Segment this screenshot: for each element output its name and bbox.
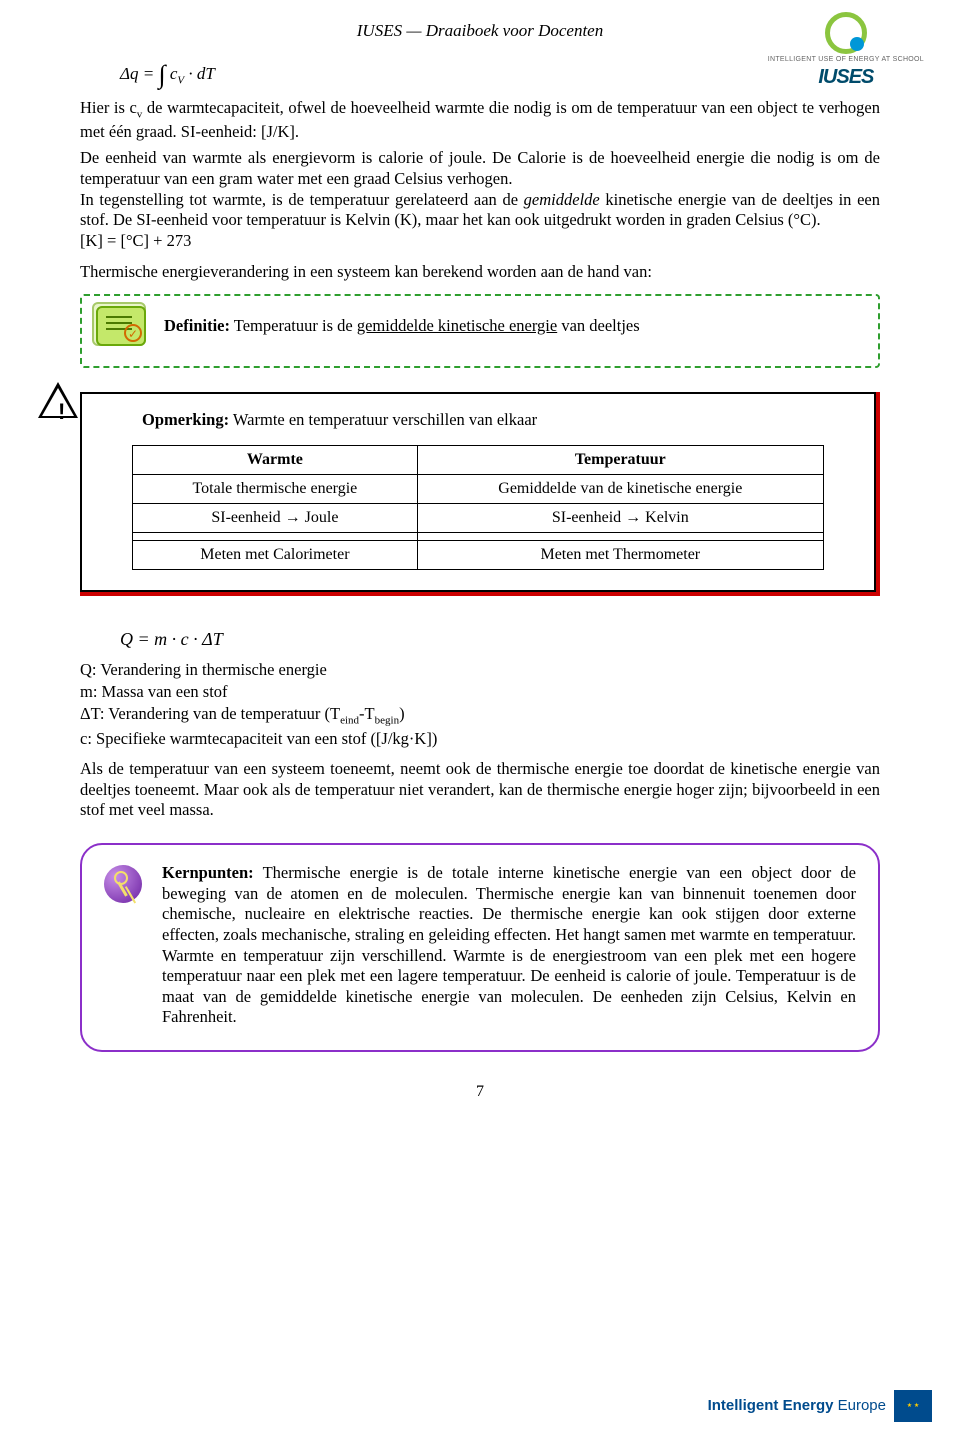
cell: SI-eenheid → Kelvin — [417, 503, 823, 532]
def-b: van deeltjes — [557, 316, 639, 335]
para2em: gemiddelde — [524, 190, 600, 209]
formula-q-mcdt: Q = m · c · ΔT — [120, 628, 880, 651]
def-q: Q: Verandering in thermische energie — [80, 660, 880, 681]
keypoints-body: Thermische energie is de totale interne … — [162, 863, 856, 1026]
keypoints-box: Kernpunten: Thermische energie is de tot… — [80, 843, 880, 1052]
table-row: Meten met Calorimeter Meten met Thermome… — [133, 540, 824, 569]
table-head-temperatuur: Temperatuur — [417, 445, 823, 474]
footer-brand: Intelligent Energy Europe — [708, 1397, 886, 1416]
table-head-warmte: Warmte — [133, 445, 418, 474]
comparison-table: Warmte Temperatuur Totale thermische ene… — [132, 445, 824, 570]
cell: Meten met Thermometer — [417, 540, 823, 569]
eu-flag-icon: ★ ★ — [894, 1390, 932, 1422]
def-dt: ΔT: Verandering van de temperatuur (Tein… — [80, 704, 880, 728]
cell: Meten met Calorimeter — [133, 540, 418, 569]
page-header-title: IUSES — Draaiboek voor Docenten — [80, 20, 880, 41]
remark-text: Warmte en temperatuur verschillen van el… — [229, 410, 537, 429]
table-header-row: Warmte Temperatuur — [133, 445, 824, 474]
definition-label: Definitie: — [164, 316, 230, 335]
page-number: 7 — [80, 1082, 880, 1102]
keypoints-text: Kernpunten: Thermische energie is de tot… — [162, 863, 856, 1028]
paragraph-cv: Hier is cv de warmtecapaciteit, ofwel de… — [80, 98, 880, 143]
logo-iuses: INTELLIGENT USE OF ENERGY AT SCHOOL IUSE… — [768, 12, 924, 90]
footer-logo: Intelligent Energy Europe ★ ★ — [708, 1390, 932, 1422]
logo-brand: IUSES — [768, 65, 924, 90]
thermal-lead: Thermische energieverandering in een sys… — [80, 262, 880, 283]
key-icon — [104, 865, 142, 903]
table-gap — [133, 532, 824, 540]
cell: SI-eenheid → Joule — [133, 503, 418, 532]
def-u: gemiddelde kinetische energie — [357, 316, 557, 335]
keypoints-label: Kernpunten: — [162, 863, 254, 882]
definition-box: ✓ Definitie: Temperatuur is de gemiddeld… — [80, 294, 880, 368]
logo-circle-icon — [825, 12, 867, 54]
para2a: De eenheid van warmte als energievorm is… — [80, 148, 880, 188]
remark-box: ! Opmerking: Warmte en temperatuur versc… — [80, 392, 876, 592]
logo-tagline: INTELLIGENT USE OF ENERGY AT SCHOOL — [768, 56, 924, 65]
definition-icon: ✓ — [96, 306, 146, 346]
table-row: SI-eenheid → Joule SI-eenheid → Kelvin — [133, 503, 824, 532]
variable-definitions: Q: Verandering in thermische energie m: … — [80, 660, 880, 749]
paragraph-calorie: De eenheid van warmte als energievorm is… — [80, 148, 880, 251]
definition-text: Definitie: Temperatuur is de gemiddelde … — [164, 316, 640, 337]
remark-shadow: ! Opmerking: Warmte en temperatuur versc… — [80, 392, 880, 596]
cell: Gemiddelde van de kinetische energie — [417, 474, 823, 503]
warning-mark: ! — [58, 398, 65, 426]
para2b: In tegenstelling tot warmte, is de tempe… — [80, 190, 524, 209]
cell: Totale thermische energie — [133, 474, 418, 503]
def-c: c: Specifieke warmtecapaciteit van een s… — [80, 729, 880, 750]
formula-delta-q: Δq = ∫ cV · dT — [120, 59, 880, 92]
def-m: m: Massa van een stof — [80, 682, 880, 703]
table-row: Totale thermische energie Gemiddelde van… — [133, 474, 824, 503]
remark-lead: Opmerking: Warmte en temperatuur verschi… — [142, 410, 854, 431]
remark-label: Opmerking: — [142, 410, 229, 429]
kelvin-eq: [K] = [°C] + 273 — [80, 231, 191, 250]
def-a: Temperatuur is de — [230, 316, 357, 335]
paragraph-systeem: Als de temperatuur van een systeem toene… — [80, 759, 880, 821]
